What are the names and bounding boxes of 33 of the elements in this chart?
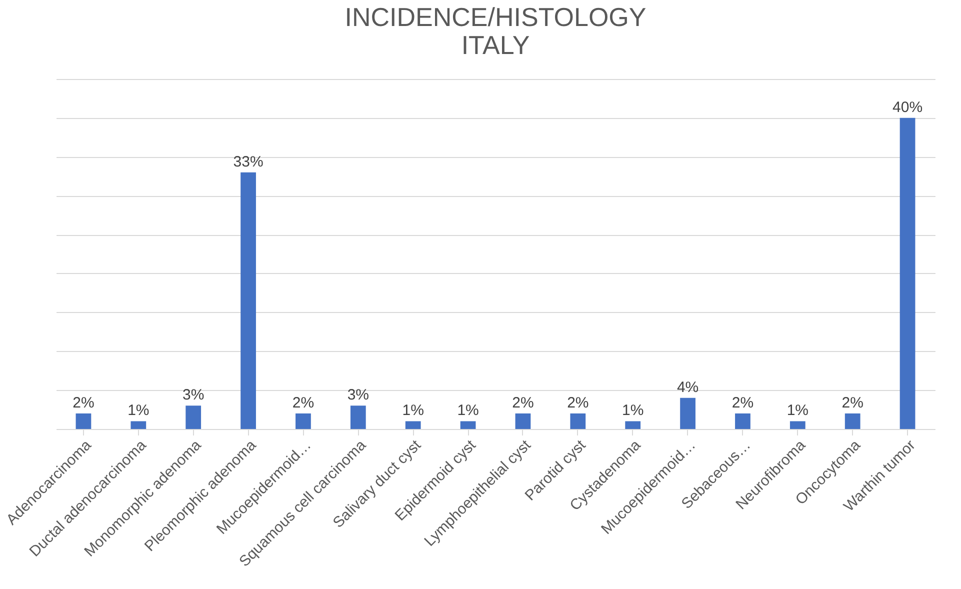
bar [460,421,476,429]
bar [570,413,586,429]
data-label: 3% [347,386,369,404]
bar [790,421,806,429]
data-label: 2% [732,394,754,412]
bar [296,413,311,429]
data-label: 2% [567,394,589,412]
bar [186,406,202,429]
bar [350,406,366,429]
bar [900,118,916,429]
bar [735,413,750,429]
data-label: 4% [676,378,699,396]
bar [844,413,860,429]
data-label: 1% [402,402,424,420]
data-label: 1% [786,402,808,420]
data-label: 2% [292,394,314,412]
bar [515,413,531,429]
data-label: 1% [622,402,644,420]
data-label: 3% [182,386,204,404]
bar [625,421,641,429]
bar [240,172,256,429]
data-label: 2% [72,394,94,412]
bar [405,421,421,429]
bar [76,413,92,429]
data-label: 33% [233,153,264,170]
bar [130,421,146,429]
chart-title: INCIDENCE/HISTOLOGY ITALY [344,2,646,60]
data-label: 2% [842,394,864,412]
data-label: 2% [512,394,534,412]
data-label: 1% [128,402,150,420]
data-label: 1% [457,402,479,420]
bar [680,398,696,429]
data-label: 40% [892,98,923,116]
